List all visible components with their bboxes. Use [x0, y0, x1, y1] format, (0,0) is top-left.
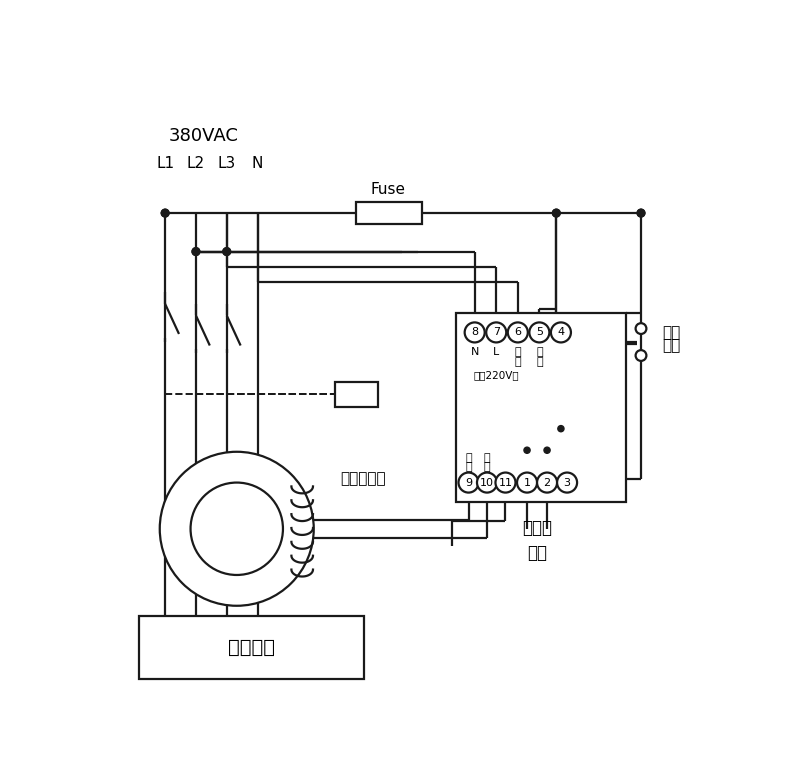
Text: N: N [470, 348, 479, 358]
Text: 接声光
报警: 接声光 报警 [522, 519, 552, 562]
Circle shape [544, 448, 550, 453]
Text: KM: KM [343, 385, 369, 403]
Text: 验: 验 [536, 357, 542, 367]
Text: 自锁: 自锁 [662, 325, 681, 340]
Circle shape [495, 473, 515, 493]
Text: 5: 5 [536, 327, 543, 337]
Text: N: N [252, 155, 263, 170]
Text: 8: 8 [471, 327, 478, 337]
Circle shape [477, 473, 497, 493]
Circle shape [162, 209, 169, 217]
Circle shape [486, 323, 506, 342]
Text: 7: 7 [493, 327, 500, 337]
Text: 试: 试 [514, 348, 521, 358]
Circle shape [636, 350, 646, 361]
Circle shape [223, 248, 230, 255]
Bar [139, 615, 364, 679]
Text: 开关: 开关 [662, 338, 681, 353]
Circle shape [557, 473, 577, 493]
Circle shape [530, 323, 550, 342]
Circle shape [508, 323, 528, 342]
Text: 号: 号 [466, 462, 472, 473]
Text: 验: 验 [514, 357, 521, 367]
Text: L1: L1 [156, 155, 174, 170]
Circle shape [524, 448, 530, 453]
Text: 9: 9 [465, 477, 472, 487]
Circle shape [553, 209, 560, 217]
Text: L3: L3 [218, 155, 236, 170]
Text: 2: 2 [543, 477, 550, 487]
Text: 11: 11 [498, 477, 513, 487]
Text: 零序互感器: 零序互感器 [341, 471, 386, 487]
Text: 信: 信 [466, 453, 472, 463]
Bar [456, 313, 626, 502]
Text: 信: 信 [484, 453, 490, 463]
Text: Fuse: Fuse [371, 183, 406, 198]
Text: 试: 试 [536, 348, 542, 358]
Text: 6: 6 [514, 327, 522, 337]
Text: 电源220V～: 电源220V～ [473, 369, 518, 380]
Circle shape [636, 323, 646, 334]
Circle shape [637, 209, 645, 217]
Text: 号: 号 [484, 462, 490, 473]
Circle shape [190, 483, 283, 575]
Circle shape [637, 209, 645, 217]
Text: 用户设备: 用户设备 [228, 638, 275, 657]
Text: L: L [493, 348, 499, 358]
Circle shape [160, 451, 314, 606]
Bar [335, 382, 378, 407]
Circle shape [192, 248, 200, 255]
Circle shape [551, 323, 571, 342]
Circle shape [465, 323, 485, 342]
Circle shape [458, 473, 478, 493]
Text: 10: 10 [480, 477, 494, 487]
Text: 3: 3 [563, 477, 570, 487]
Circle shape [553, 209, 560, 217]
Text: 4: 4 [558, 327, 565, 337]
Circle shape [558, 426, 564, 432]
Circle shape [537, 473, 557, 493]
Text: 380VAC: 380VAC [169, 127, 239, 145]
Bar [356, 202, 422, 224]
Text: L2: L2 [187, 155, 205, 170]
Circle shape [192, 248, 200, 255]
Text: 1: 1 [523, 477, 530, 487]
Circle shape [517, 473, 537, 493]
Circle shape [162, 209, 169, 217]
Circle shape [223, 248, 230, 255]
